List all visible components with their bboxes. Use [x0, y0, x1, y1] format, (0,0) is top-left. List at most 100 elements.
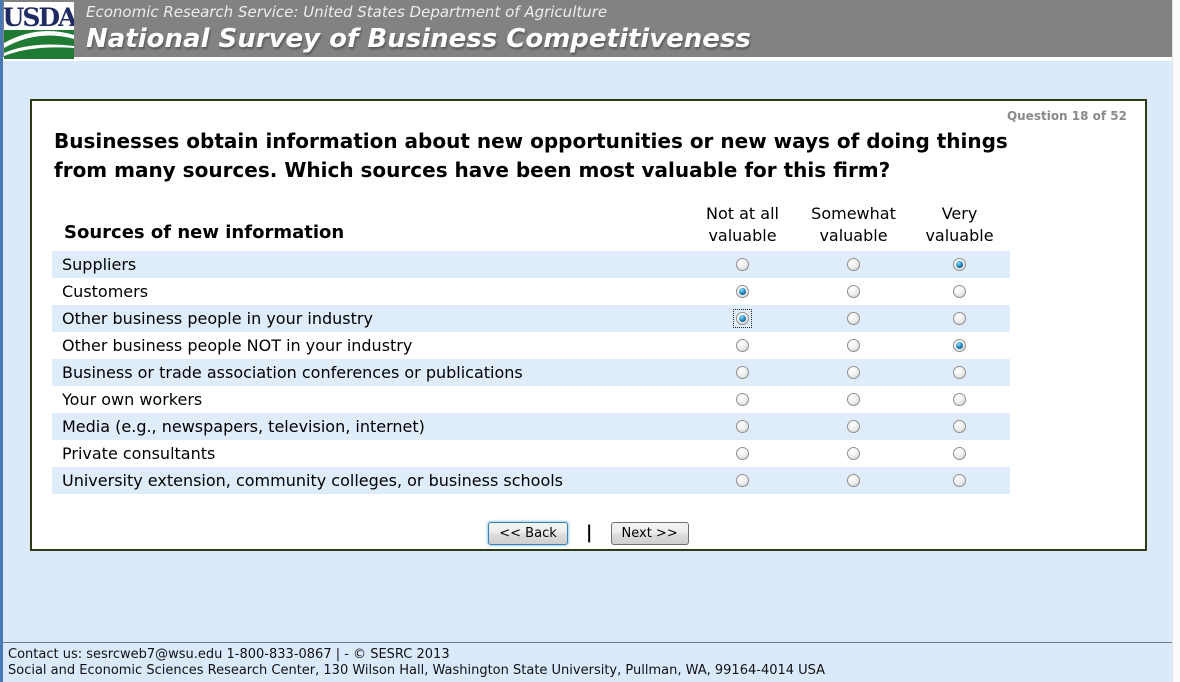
radio-row3-col3[interactable] [953, 312, 966, 325]
window-border-left [0, 0, 3, 682]
radio-cell [909, 310, 1010, 327]
radio-cell [798, 337, 909, 354]
radio-cell [909, 364, 1010, 381]
button-separator: | [585, 522, 593, 543]
table-row: Other business people in your industry [52, 305, 1010, 332]
usda-logo: USDA [3, 2, 80, 59]
radio-focus-ring [845, 445, 862, 462]
radio-row2-col1[interactable] [736, 285, 749, 298]
radio-row4-col2[interactable] [847, 339, 860, 352]
row-label: Customers [62, 282, 149, 301]
radio-row4-col3[interactable] [953, 339, 966, 352]
radio-row2-col3[interactable] [953, 285, 966, 298]
row-label: Other business people in your industry [62, 309, 373, 328]
table-header-row: Sources of new information Not at all va… [52, 199, 1010, 251]
radio-cell [687, 337, 798, 354]
radio-row7-col3[interactable] [953, 420, 966, 433]
radio-cell [798, 418, 909, 435]
column-header-line: valuable [925, 226, 994, 245]
table-row: Media (e.g., newspapers, television, int… [52, 413, 1010, 440]
radio-row2-col2[interactable] [847, 285, 860, 298]
radio-focus-ring [951, 310, 968, 327]
radio-row6-col2[interactable] [847, 393, 860, 406]
radio-row5-col1[interactable] [736, 366, 749, 379]
radio-row9-col2[interactable] [847, 474, 860, 487]
radio-cell [798, 391, 909, 408]
column-header-line: Somewhat [811, 204, 896, 223]
radio-row4-col1[interactable] [736, 339, 749, 352]
row-label: Your own workers [62, 390, 203, 409]
radio-row8-col1[interactable] [736, 447, 749, 460]
radio-row1-col2[interactable] [847, 258, 860, 271]
navigation-buttons: << Back | Next >> [32, 522, 1145, 545]
table-row: Private consultants [52, 440, 1010, 467]
radio-focus-ring [845, 391, 862, 408]
page-body: Question 18 of 52 Businesses obtain info… [0, 99, 1180, 551]
radio-cell [909, 472, 1010, 489]
next-button[interactable]: Next >> [610, 522, 689, 545]
window-scrollbar-area[interactable] [1172, 0, 1180, 682]
rating-table: Sources of new information Not at all va… [52, 199, 1010, 494]
radio-cell [687, 283, 798, 300]
radio-focus-ring [951, 283, 968, 300]
radio-row7-col2[interactable] [847, 420, 860, 433]
table-row: Business or trade association conference… [52, 359, 1010, 386]
radio-row1-col1[interactable] [736, 258, 749, 271]
radio-focus-ring [845, 364, 862, 381]
agency-line: Economic Research Service: United States… [86, 3, 608, 21]
radio-cell [909, 283, 1010, 300]
table-row: Your own workers [52, 386, 1010, 413]
column-header-somewhat: Somewhat valuable [798, 199, 909, 251]
radio-row7-col1[interactable] [736, 420, 749, 433]
radio-focus-ring [734, 283, 751, 300]
radio-row9-col1[interactable] [736, 474, 749, 487]
radio-row9-col3[interactable] [953, 474, 966, 487]
radio-focus-ring [734, 364, 751, 381]
radio-cell [909, 337, 1010, 354]
radio-cell [687, 391, 798, 408]
table-row: Customers [52, 278, 1010, 305]
column-header-very: Very valuable [909, 199, 1010, 251]
row-label: University extension, community colleges… [62, 471, 564, 490]
radio-row3-col1[interactable] [736, 312, 749, 325]
radio-cell [798, 445, 909, 462]
radio-row5-col3[interactable] [953, 366, 966, 379]
survey-title: National Survey of Business Competitiven… [86, 24, 751, 54]
footer-contact-line: Contact us: sesrcweb7@wsu.edu 1-800-833-… [8, 647, 450, 662]
radio-row8-col2[interactable] [847, 447, 860, 460]
radio-focus-ring [951, 256, 968, 273]
row-label: Business or trade association conference… [62, 363, 523, 382]
radio-row1-col3[interactable] [953, 258, 966, 271]
radio-focus-ring [951, 364, 968, 381]
app-footer: Contact us: sesrcweb7@wsu.edu 1-800-833-… [0, 642, 1180, 682]
radio-focus-ring [845, 472, 862, 489]
radio-row8-col3[interactable] [953, 447, 966, 460]
radio-focus-ring [951, 391, 968, 408]
radio-focus-ring [951, 472, 968, 489]
row-label: Private consultants [62, 444, 216, 463]
radio-cell [909, 256, 1010, 273]
column-header-line: valuable [708, 226, 777, 245]
radio-row3-col2[interactable] [847, 312, 860, 325]
radio-cell [687, 364, 798, 381]
svg-text:USDA: USDA [4, 3, 74, 32]
radio-row5-col2[interactable] [847, 366, 860, 379]
column-header-line: Not at all [706, 204, 779, 223]
column-header-line: valuable [819, 226, 888, 245]
radio-focus-ring [845, 337, 862, 354]
radio-row6-col1[interactable] [736, 393, 749, 406]
radio-focus-ring [845, 310, 862, 327]
radio-focus-ring [734, 256, 751, 273]
back-button[interactable]: << Back [488, 522, 568, 545]
radio-cell [687, 418, 798, 435]
question-panel: Question 18 of 52 Businesses obtain info… [30, 99, 1147, 551]
radio-row6-col3[interactable] [953, 393, 966, 406]
table-row: Other business people NOT in your indust… [52, 332, 1010, 359]
radio-focus-ring [734, 337, 751, 354]
table-row: Suppliers [52, 251, 1010, 278]
radio-cell [687, 309, 798, 328]
column-header-not-at-all: Not at all valuable [687, 199, 798, 251]
app-header: USDA Economic Research Service: United S… [0, 0, 1180, 61]
radio-focus-ring [845, 418, 862, 435]
radio-focus-ring [951, 337, 968, 354]
